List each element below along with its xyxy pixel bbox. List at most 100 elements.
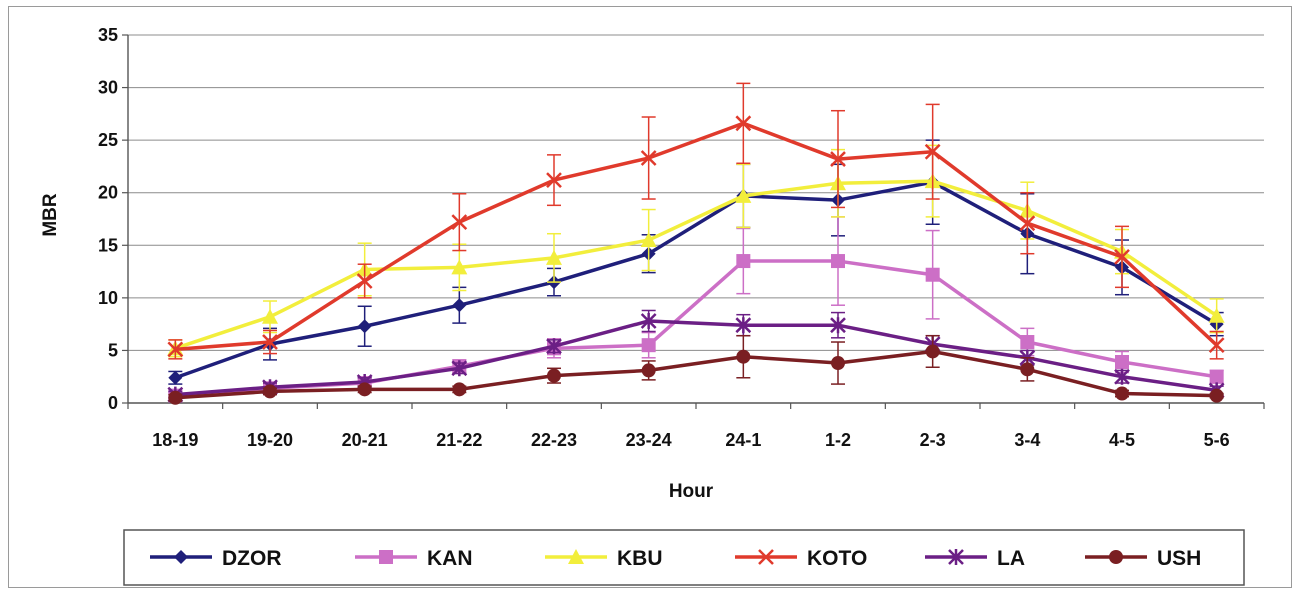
x-tick-label: 21-22 xyxy=(436,430,482,450)
series-layer xyxy=(167,82,1225,405)
legend-label: DZOR xyxy=(222,547,282,570)
series-kan xyxy=(168,216,1224,403)
data-point xyxy=(924,143,941,160)
legend-box xyxy=(123,529,1245,586)
x-tick-label: 3-4 xyxy=(1014,430,1040,450)
data-point xyxy=(831,254,845,269)
x-tick-label: 5-6 xyxy=(1204,430,1230,450)
data-point xyxy=(830,151,846,167)
data-point xyxy=(452,382,467,397)
series-dzor xyxy=(168,139,1224,385)
y-tick-labels: 0 5 10 15 20 25 30 35 xyxy=(98,25,118,413)
data-point xyxy=(925,344,940,359)
data-point xyxy=(1020,335,1035,350)
data-point xyxy=(641,338,656,353)
legend-item-la: LA xyxy=(925,547,1025,570)
series-line xyxy=(175,259,1217,398)
data-point xyxy=(1208,307,1225,323)
data-point xyxy=(1209,369,1224,384)
x-tick-labels: 18-19 19-20 20-21 21-22 22-23 23-24 24-1 1-2 2-3… xyxy=(152,430,1229,450)
legend-marker xyxy=(948,549,964,565)
x-tick-label: 4-5 xyxy=(1109,430,1135,450)
chart-frame xyxy=(8,6,1292,588)
legend-marker xyxy=(379,550,393,564)
data-point xyxy=(1209,388,1224,403)
x-tick-label: 20-21 xyxy=(342,430,388,450)
data-point xyxy=(1019,215,1036,232)
data-point xyxy=(925,267,940,282)
data-point xyxy=(1114,248,1130,265)
y-tick-label: 20 xyxy=(98,183,118,203)
x-tick-label: 1-2 xyxy=(825,430,851,450)
data-point xyxy=(451,214,468,231)
x-tick-label: 24-1 xyxy=(725,430,761,450)
legend-label: KAN xyxy=(427,547,473,570)
data-point xyxy=(452,298,467,313)
legend-label: KOTO xyxy=(807,547,867,570)
y-axis-title: MBR xyxy=(40,193,61,237)
y-tick-label: 25 xyxy=(98,130,118,150)
data-point xyxy=(736,254,751,269)
legend: DZOR KAN KBU KOTO LA USH xyxy=(150,547,1201,570)
series-line xyxy=(174,179,1218,350)
y-tick-label: 35 xyxy=(98,25,118,45)
data-point xyxy=(451,259,468,275)
data-point xyxy=(546,338,562,355)
legend-marker xyxy=(174,550,188,564)
data-point xyxy=(735,317,752,334)
data-point xyxy=(641,363,656,378)
legend-marker xyxy=(568,549,584,564)
data-point xyxy=(451,360,468,377)
series-ush xyxy=(168,334,1224,405)
x-tick-label: 19-20 xyxy=(247,430,293,450)
data-point xyxy=(830,317,846,334)
data-point xyxy=(167,341,184,358)
data-point xyxy=(357,382,372,397)
legend-item-dzor: DZOR xyxy=(150,547,282,570)
y-tick-label: 5 xyxy=(108,340,118,360)
x-axis-title: Hour xyxy=(669,481,714,502)
data-point xyxy=(735,187,752,203)
data-point xyxy=(262,334,278,350)
data-point xyxy=(356,273,373,289)
y-tick-label: 30 xyxy=(98,78,118,98)
data-point xyxy=(357,319,372,334)
x-tick-label: 23-24 xyxy=(626,430,672,450)
series-koto xyxy=(167,82,1225,360)
x-tick-label: 18-19 xyxy=(152,430,198,450)
data-point xyxy=(547,368,561,383)
legend-marker xyxy=(758,549,774,565)
data-point xyxy=(1115,354,1129,369)
data-point xyxy=(640,150,657,166)
data-point xyxy=(640,232,657,248)
legend-item-ush: USH xyxy=(1085,547,1201,570)
legend-marker xyxy=(1109,550,1123,564)
data-point xyxy=(1114,368,1130,385)
x-tick-label: 22-23 xyxy=(531,430,577,450)
data-point xyxy=(736,349,751,364)
data-point xyxy=(262,308,278,324)
series-kbu xyxy=(167,144,1225,358)
legend-label: LA xyxy=(997,547,1025,570)
legend-item-kbu: KBU xyxy=(545,547,663,570)
legend-item-kan: KAN xyxy=(355,547,473,570)
data-point xyxy=(546,172,562,188)
series-line xyxy=(175,319,1217,397)
x-tick-label: 2-3 xyxy=(920,430,946,450)
y-tick-label: 10 xyxy=(98,288,118,308)
data-point xyxy=(735,115,752,132)
data-point xyxy=(168,390,183,405)
data-point xyxy=(831,356,845,371)
data-point xyxy=(1020,362,1035,377)
data-point xyxy=(1208,337,1225,354)
axes xyxy=(127,35,1265,409)
data-point xyxy=(263,384,277,399)
y-tick-label: 0 xyxy=(108,393,118,413)
data-point xyxy=(1115,386,1129,401)
series-line xyxy=(175,121,1218,352)
legend-item-koto: KOTO xyxy=(735,547,867,570)
series-line xyxy=(174,180,1218,380)
data-point xyxy=(168,370,183,385)
series-line xyxy=(175,349,1217,400)
